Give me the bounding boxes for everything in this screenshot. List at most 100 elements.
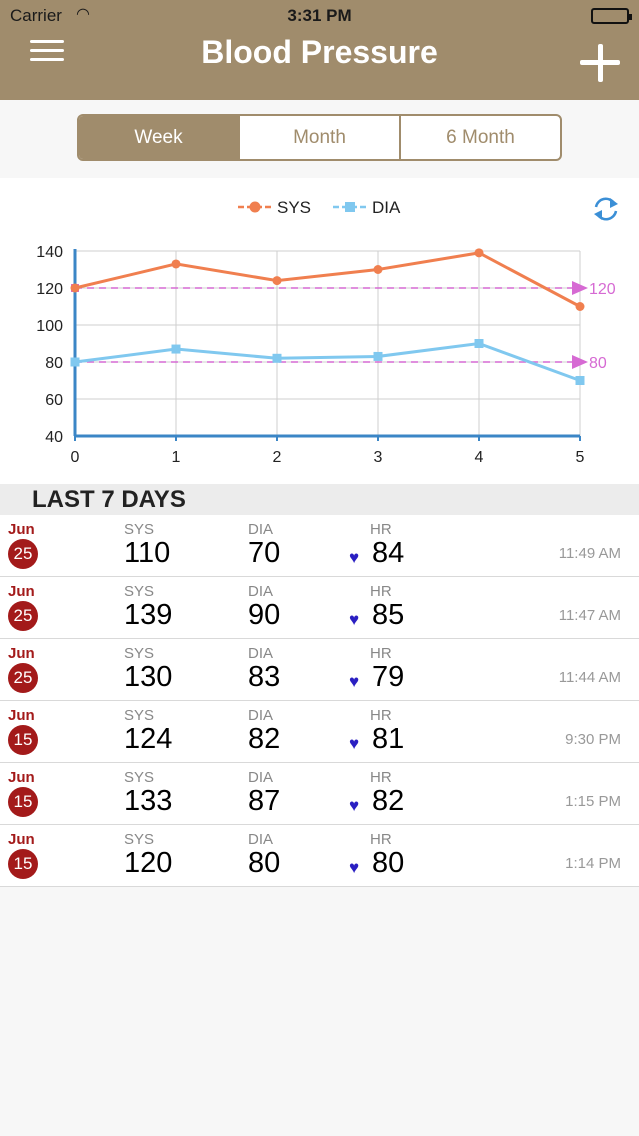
sys-label: SYS xyxy=(124,831,155,848)
data-point-dia xyxy=(373,351,383,361)
date-day-badge: 15 xyxy=(8,787,38,817)
hr-label: HR xyxy=(370,831,392,848)
reference-line-label: 120 xyxy=(589,281,616,298)
date-month: Jun xyxy=(8,769,35,786)
data-point-dia xyxy=(272,353,282,363)
sys-value: 110 xyxy=(124,537,171,569)
dia-value: 83 xyxy=(248,661,281,693)
sys-value: 124 xyxy=(124,723,173,755)
dia-label: DIA xyxy=(248,769,274,786)
sys-value: 120 xyxy=(124,847,173,879)
range-segmented-control: Week Month 6 Month xyxy=(77,114,562,161)
heart-icon: ♥ xyxy=(349,734,360,753)
status-time: 3:31 PM xyxy=(287,6,352,25)
sys-label: SYS xyxy=(124,521,155,538)
tab-week[interactable]: Week xyxy=(79,116,240,159)
dia-label: DIA xyxy=(248,707,274,724)
reference-line-arrow xyxy=(572,355,588,369)
list-item[interactable]: Jun 15 SYS 120 DIA 80 HR ♥ 80 1:14 PM xyxy=(0,825,639,887)
y-tick-label: 80 xyxy=(45,355,63,372)
date-day-badge: 15 xyxy=(8,849,38,879)
dia-label: DIA xyxy=(248,583,274,600)
data-point-dia xyxy=(575,376,585,385)
list-item[interactable]: Jun 15 SYS 133 DIA 87 HR ♥ 82 1:15 PM xyxy=(0,763,639,825)
x-tick-label: 5 xyxy=(576,449,585,466)
tab-month[interactable]: Month xyxy=(240,116,401,159)
dia-label: DIA xyxy=(248,521,274,538)
legend-marker-dia xyxy=(345,202,355,212)
reading-time: 1:15 PM xyxy=(565,793,621,810)
date-month: Jun xyxy=(8,521,35,538)
sys-value: 130 xyxy=(124,661,173,693)
sys-value: 139 xyxy=(124,599,173,631)
refresh-icon-part xyxy=(594,210,602,220)
x-tick-label: 4 xyxy=(475,449,484,466)
hr-value: 84 xyxy=(372,537,405,569)
dia-value: 80 xyxy=(248,847,281,879)
date-day-badge: 25 xyxy=(8,601,38,631)
date-day-badge: 25 xyxy=(8,539,38,569)
reading-time: 11:47 AM xyxy=(558,607,621,624)
series-line-sys xyxy=(74,251,581,308)
date-month: Jun xyxy=(8,645,35,662)
dia-value: 87 xyxy=(248,785,281,817)
blood-pressure-chart: 40 60 80 100 120 140 0 1 2 3 4 5 120 80 SYS DIA xyxy=(36,197,618,466)
plus-icon[interactable] xyxy=(580,44,620,84)
hr-value: 85 xyxy=(372,599,405,631)
hr-label: HR xyxy=(370,707,392,724)
hr-label: HR xyxy=(370,583,392,600)
reference-line-arrow xyxy=(572,281,588,295)
y-tick-label: 100 xyxy=(36,318,63,335)
data-point-dia xyxy=(474,339,484,348)
dia-label: DIA xyxy=(248,645,274,662)
refresh-icon[interactable] xyxy=(594,197,618,221)
dia-label: DIA xyxy=(248,831,274,848)
date-day-badge: 15 xyxy=(8,725,38,755)
data-point-sys xyxy=(171,259,181,269)
series-line-dia xyxy=(74,341,581,382)
date-month: Jun xyxy=(8,707,35,724)
legend-label-dia: DIA xyxy=(372,198,401,217)
data-point-sys xyxy=(373,265,383,274)
date-month: Jun xyxy=(8,583,35,600)
reading-time: 11:44 AM xyxy=(558,669,621,686)
x-tick-label: 3 xyxy=(374,449,383,466)
hr-label: HR xyxy=(370,769,392,786)
data-point-sys xyxy=(474,248,484,258)
legend-marker-sys xyxy=(249,201,261,213)
data-point-dia xyxy=(171,344,181,354)
dia-value: 70 xyxy=(248,537,281,569)
hr-value: 80 xyxy=(372,847,405,879)
carrier-label: Carrier xyxy=(10,6,62,25)
menu-icon[interactable] xyxy=(30,40,64,62)
sys-label: SYS xyxy=(124,583,155,600)
refresh-icon-part xyxy=(610,198,618,208)
heart-icon: ♥ xyxy=(349,796,360,815)
page-title: Blood Pressure xyxy=(201,34,438,70)
data-point-sys xyxy=(575,302,585,311)
hr-value: 81 xyxy=(372,723,405,755)
y-tick-label: 40 xyxy=(45,429,63,446)
list-item[interactable]: Jun 25 SYS 130 DIA 83 HR ♥ 79 11:44 AM xyxy=(0,639,639,701)
date-month: Jun xyxy=(8,831,35,848)
x-tick-label: 0 xyxy=(71,449,80,466)
list-item[interactable]: Jun 25 SYS 139 DIA 90 HR ♥ 85 11:47 AM xyxy=(0,577,639,639)
dia-value: 90 xyxy=(248,599,281,631)
list-item[interactable]: Jun 15 SYS 124 DIA 82 HR ♥ 81 9:30 PM xyxy=(0,701,639,763)
battery-icon xyxy=(591,8,632,24)
sys-label: SYS xyxy=(124,645,155,662)
status-bar: Carrier ◠ 3:31 PM xyxy=(0,0,639,32)
sys-value: 133 xyxy=(124,785,173,817)
heart-icon: ♥ xyxy=(349,548,360,567)
wifi-icon: ◠ xyxy=(76,6,90,23)
hr-label: HR xyxy=(370,521,392,538)
list-item[interactable]: Jun 25 SYS 110 DIA 70 HR ♥ 84 11:49 AM xyxy=(0,515,639,577)
reading-time: 1:14 PM xyxy=(565,855,621,872)
navigation-bar: Carrier ◠ 3:31 PM Blood Pressure xyxy=(0,0,639,100)
hr-value: 82 xyxy=(372,785,405,817)
data-point-dia xyxy=(70,357,80,367)
readings-list: Jun 25 SYS 110 DIA 70 HR ♥ 84 11:49 AM Jun 25 SYS 139… xyxy=(0,515,639,887)
data-point-sys xyxy=(70,283,80,293)
tab-6-month[interactable]: 6 Month xyxy=(446,126,515,148)
date-day-badge: 25 xyxy=(8,663,38,693)
